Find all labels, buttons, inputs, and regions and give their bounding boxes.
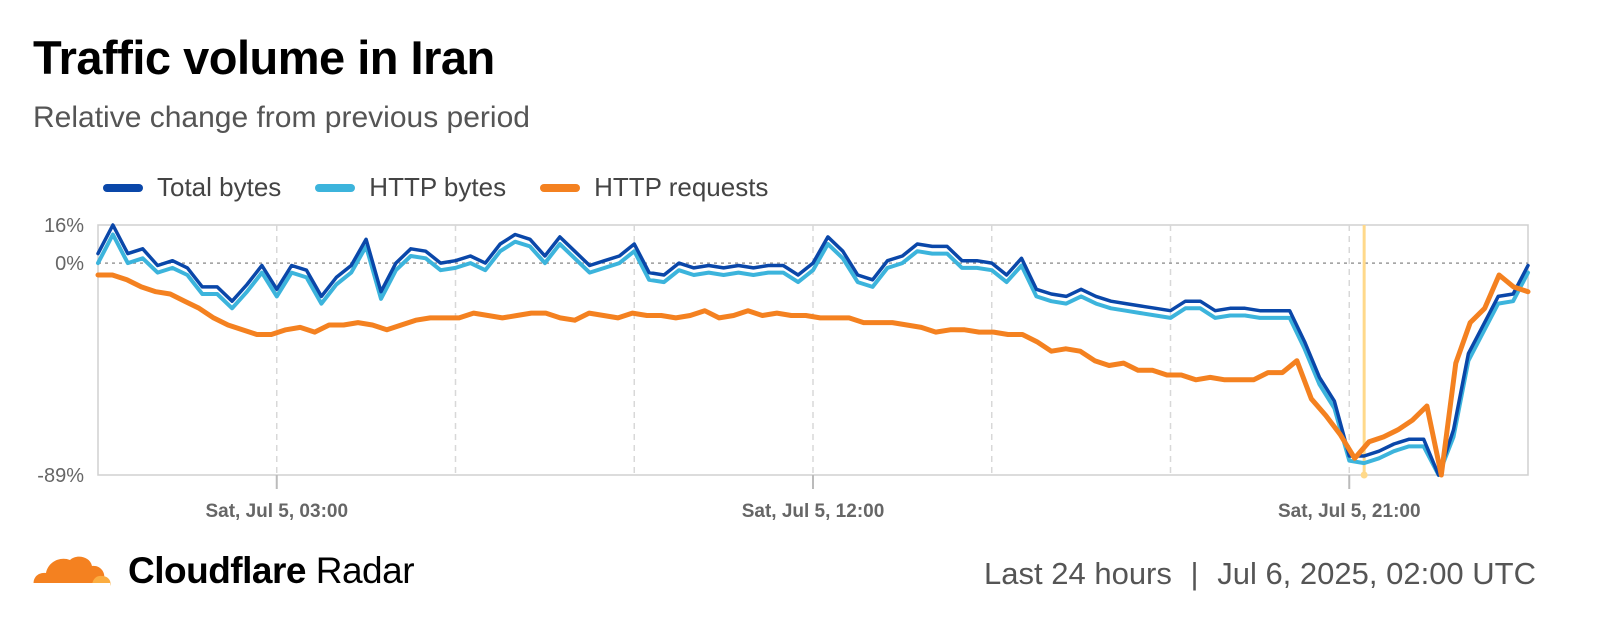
cloudflare-cloud-icon bbox=[32, 556, 111, 587]
legend-item-http-bytes[interactable]: HTTP bytes bbox=[315, 172, 506, 203]
x-tick-label: Sat, Jul 5, 03:00 bbox=[205, 501, 348, 522]
x-tick-label: Sat, Jul 5, 12:00 bbox=[742, 501, 885, 522]
legend-label-http-bytes: HTTP bytes bbox=[369, 172, 507, 202]
time-range-label: Last 24 hours bbox=[984, 556, 1172, 591]
y-tick-label: -89% bbox=[37, 465, 84, 487]
cloudflare-radar-logo: Cloudflare Radar bbox=[30, 550, 415, 592]
legend-item-total-bytes[interactable]: Total bytes bbox=[103, 172, 281, 203]
y-tick-label: 0% bbox=[55, 253, 84, 275]
chart-subtitle: Relative change from previous period bbox=[33, 101, 530, 134]
legend-item-http-requests[interactable]: HTTP requests bbox=[540, 172, 768, 203]
x-tick-label: Sat, Jul 5, 21:00 bbox=[1278, 501, 1421, 522]
legend-swatch-total-bytes bbox=[103, 183, 143, 192]
legend-swatch-http-bytes bbox=[315, 183, 356, 192]
footer-separator: | bbox=[1190, 556, 1199, 591]
brand-name: Cloudflare Radar bbox=[128, 550, 415, 592]
series-line-total-bytes bbox=[96, 223, 1530, 477]
time-range-info: Last 24 hours | Jul 6, 2025, 02:00 UTC bbox=[984, 556, 1536, 592]
legend-label-http-requests: HTTP requests bbox=[594, 172, 769, 202]
traffic-line-chart: 16% 0% -89% Sat, Jul 5, 03:00 Sat, Jul 5, 12… bbox=[37, 215, 1531, 522]
chart-title: Traffic volume in Iran bbox=[33, 31, 495, 84]
legend: Total bytes HTTP bytes HTTP requests bbox=[103, 172, 802, 203]
series-line-http-bytes bbox=[96, 232, 1530, 477]
series-line-http-requests bbox=[95, 272, 1531, 478]
timestamp-label: Jul 6, 2025, 02:00 UTC bbox=[1217, 556, 1536, 591]
legend-label-total-bytes: Total bytes bbox=[157, 172, 282, 202]
y-tick-label: 16% bbox=[44, 215, 84, 237]
brand-name-light: Radar bbox=[315, 550, 415, 591]
brand-name-bold: Cloudflare bbox=[128, 550, 306, 591]
highlight-marker bbox=[1360, 471, 1368, 479]
legend-swatch-http-requests bbox=[540, 183, 581, 192]
